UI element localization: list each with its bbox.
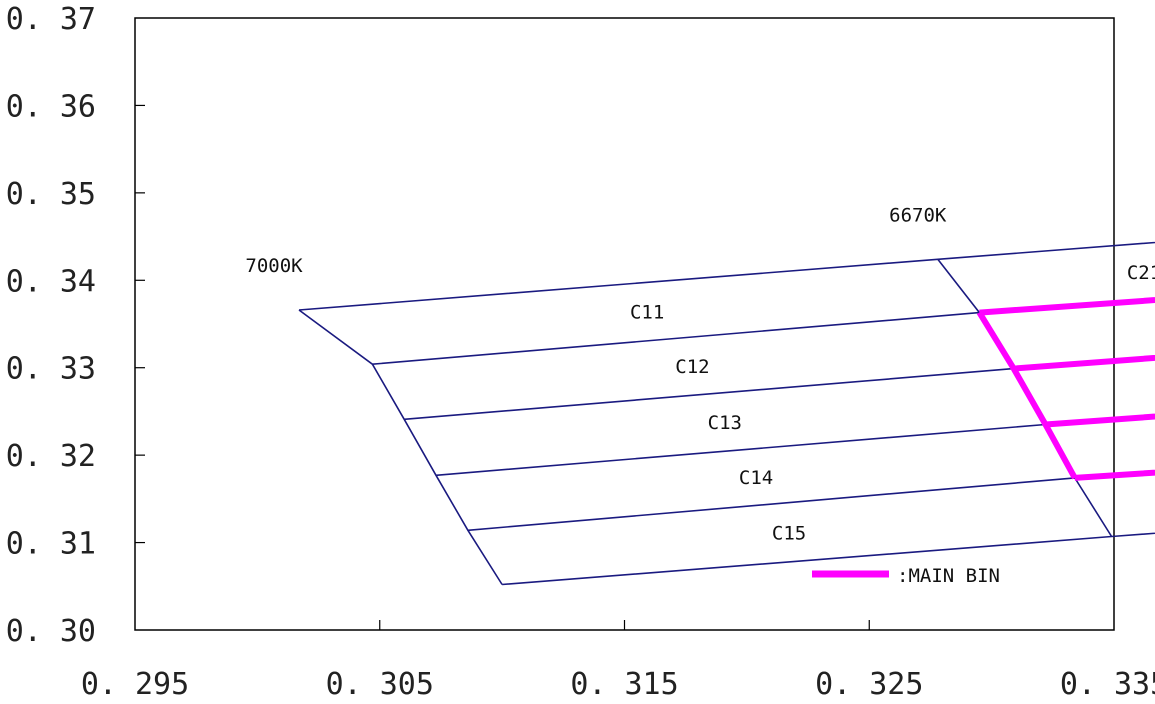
bin-row-line bbox=[435, 415, 1155, 477]
bin-row-line bbox=[404, 357, 1155, 421]
bin-row-line bbox=[467, 471, 1155, 532]
y-tick-label: 0. 36 bbox=[6, 89, 96, 124]
bin-cell-label: C13 bbox=[708, 412, 742, 434]
y-tick-label: 0. 34 bbox=[6, 264, 96, 299]
bin-cell-label: C21 bbox=[1127, 262, 1155, 284]
y-tick-label: 0. 32 bbox=[6, 439, 96, 474]
bin-row-line bbox=[298, 241, 1155, 311]
x-tick-label: 0. 295 bbox=[81, 667, 189, 702]
main-bin-border bbox=[1074, 469, 1155, 481]
isotherm-line bbox=[937, 258, 1113, 537]
main-bin-border bbox=[976, 311, 1078, 480]
bin-cell-label: C12 bbox=[675, 356, 709, 378]
cct-label: 7000K bbox=[245, 255, 303, 277]
bin-cell-label: C15 bbox=[772, 522, 806, 544]
isotherm-line bbox=[298, 309, 503, 585]
main-bin-border bbox=[1045, 413, 1155, 428]
cct-label: 6670K bbox=[889, 204, 947, 226]
y-tick-label: 0. 35 bbox=[6, 177, 96, 212]
main-bin-border bbox=[1013, 354, 1155, 372]
plot-frame bbox=[134, 17, 1115, 631]
y-tick-label: 0. 30 bbox=[6, 614, 96, 649]
x-tick-label: 0. 305 bbox=[326, 667, 434, 702]
x-tick-label: 0. 315 bbox=[570, 667, 678, 702]
y-tick-label: 0. 31 bbox=[6, 527, 96, 562]
bin-row-line bbox=[372, 299, 1155, 365]
x-tick-label: 0. 335 bbox=[1060, 667, 1155, 702]
x-tick-label: 0. 325 bbox=[815, 667, 923, 702]
bin-cell-label: C11 bbox=[630, 302, 664, 324]
legend-label: :MAIN BIN bbox=[897, 565, 1000, 587]
bin-row-line bbox=[502, 532, 1155, 586]
bin-cell-label: C14 bbox=[739, 467, 773, 489]
y-tick-label: 0. 37 bbox=[6, 2, 96, 37]
y-tick-label: 0. 33 bbox=[6, 352, 96, 387]
